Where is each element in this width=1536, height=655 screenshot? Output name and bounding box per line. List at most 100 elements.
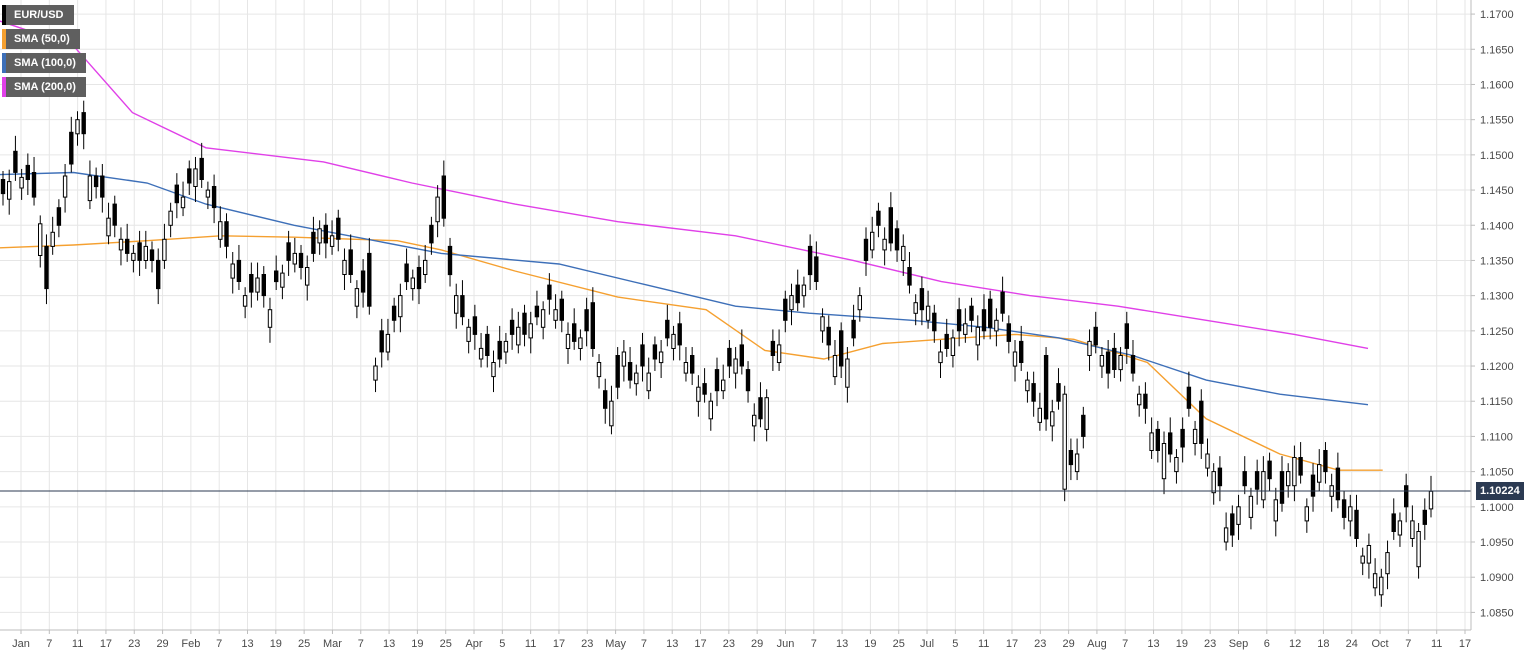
- candle: [1105, 339, 1111, 389]
- candle-body: [1341, 499, 1347, 518]
- candle: [584, 297, 589, 347]
- candle-body: [385, 333, 391, 353]
- candle: [460, 280, 465, 326]
- candle-body: [832, 355, 838, 378]
- candle: [230, 252, 235, 294]
- legend-sma200[interactable]: SMA (200,0): [2, 77, 86, 97]
- y-tick-label: 1.0950: [1480, 537, 1514, 549]
- candle-body: [180, 196, 186, 209]
- candle: [1025, 371, 1030, 403]
- x-tick-label: 18: [1317, 638, 1329, 650]
- candle-body: [7, 181, 12, 200]
- candle: [1348, 494, 1353, 537]
- candle-body: [1261, 471, 1266, 501]
- candle: [454, 283, 459, 329]
- candle: [1223, 512, 1229, 551]
- candle: [1354, 494, 1359, 547]
- x-tick-label: Sep: [1229, 638, 1249, 650]
- candle-body: [826, 326, 831, 346]
- candle: [280, 264, 285, 300]
- candle-body: [1105, 351, 1111, 374]
- candle: [416, 255, 422, 305]
- candle-body: [1124, 323, 1129, 349]
- candle-body: [1149, 432, 1154, 451]
- candle: [1341, 491, 1347, 530]
- legend-eurusd[interactable]: EUR/USD: [2, 5, 74, 25]
- candle-body: [932, 312, 937, 332]
- candle-body: [317, 228, 322, 244]
- legend-sma100[interactable]: SMA (100,0): [2, 53, 86, 73]
- candle-body: [143, 245, 149, 261]
- candle: [1130, 339, 1136, 382]
- candle: [441, 160, 447, 227]
- candle-body: [671, 333, 676, 349]
- candle: [497, 325, 502, 368]
- candle-body: [609, 400, 614, 427]
- candle: [125, 223, 130, 262]
- x-tick-label: 11: [525, 638, 536, 650]
- candle: [944, 318, 949, 357]
- y-tick-label: 1.0850: [1480, 607, 1514, 619]
- candle: [925, 290, 931, 329]
- candle-body: [367, 252, 372, 307]
- candle: [981, 294, 987, 340]
- legend-sma100-label: SMA (100,0): [14, 57, 76, 69]
- y-tick-label: 1.1650: [1480, 44, 1514, 56]
- candle: [776, 329, 782, 371]
- candle: [528, 311, 533, 354]
- candle: [1292, 445, 1297, 502]
- candle-body: [770, 340, 776, 356]
- candle: [621, 339, 627, 382]
- candle-body: [839, 330, 844, 367]
- candle-body: [205, 189, 211, 198]
- candle-body: [1385, 552, 1390, 575]
- candle: [137, 230, 142, 276]
- candle-body: [845, 358, 850, 388]
- candle: [311, 216, 316, 262]
- candle: [131, 244, 136, 273]
- y-tick-label: 1.1700: [1480, 9, 1514, 21]
- candle-body: [174, 184, 180, 204]
- candle-body: [255, 277, 260, 293]
- candle-body: [1192, 428, 1198, 444]
- candle-body: [497, 340, 502, 360]
- x-tick-label: 29: [156, 638, 168, 650]
- candle-body: [627, 362, 633, 381]
- candle-body: [578, 337, 583, 349]
- candle-body: [100, 175, 105, 198]
- candle-body: [528, 323, 533, 339]
- candle: [25, 153, 31, 195]
- candle-body: [1422, 509, 1427, 525]
- candle-body: [423, 259, 428, 275]
- candle: [683, 347, 689, 382]
- candle: [373, 357, 378, 393]
- candle: [665, 304, 670, 347]
- candle-body: [1143, 393, 1148, 409]
- candle: [385, 318, 391, 361]
- candle: [969, 297, 974, 333]
- candle-body: [758, 397, 763, 420]
- candle: [156, 248, 161, 305]
- candle: [1335, 452, 1341, 509]
- candle-body: [1335, 467, 1341, 501]
- candle-body: [870, 231, 875, 251]
- candle-body: [31, 172, 37, 198]
- candle-body: [1323, 450, 1328, 473]
- candle-body: [994, 319, 999, 332]
- candle: [7, 169, 12, 215]
- candle-body: [1223, 527, 1229, 543]
- candle: [1317, 449, 1322, 491]
- legend-sma50[interactable]: SMA (50,0): [2, 29, 80, 49]
- candle: [547, 273, 552, 315]
- candle-body: [509, 319, 515, 335]
- x-tick-label: 19: [270, 638, 282, 650]
- candle: [913, 294, 918, 326]
- candle-body: [789, 295, 794, 311]
- candle-body: [398, 295, 403, 318]
- candle-body: [863, 238, 869, 261]
- candle: [0, 171, 6, 206]
- candle-body: [466, 326, 471, 342]
- candle-body: [1056, 383, 1061, 402]
- x-tick-label: 11: [72, 638, 83, 650]
